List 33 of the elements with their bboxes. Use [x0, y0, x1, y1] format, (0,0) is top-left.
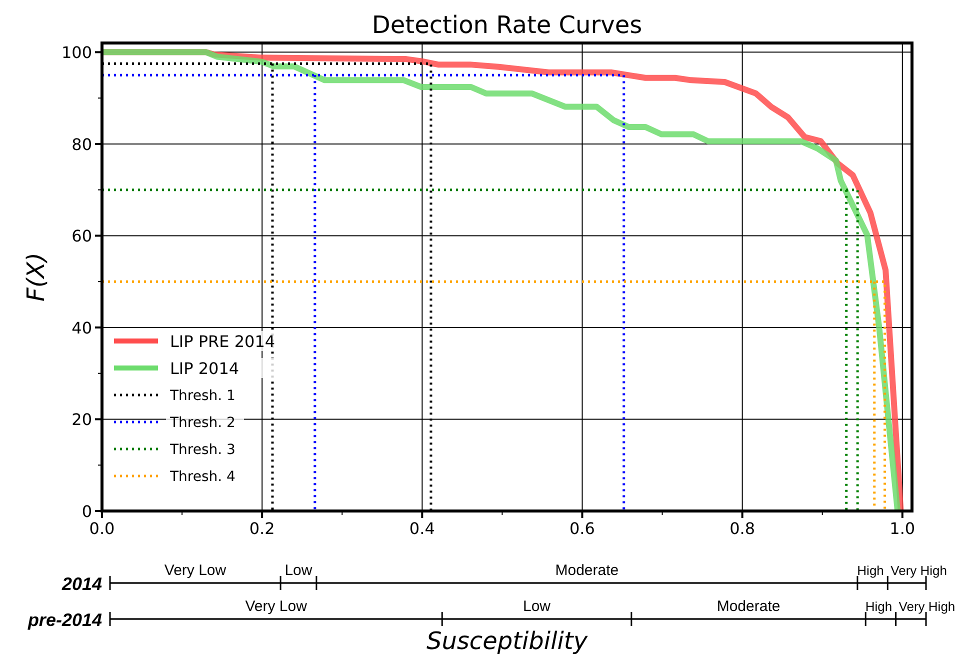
y-axis-title: F(X) [22, 252, 50, 302]
series-label: Very High [898, 599, 956, 614]
legend-label: Thresh. 1 [169, 388, 236, 404]
y-tick-label: 2014 [60, 574, 102, 594]
y-tick-label: 40 [72, 318, 92, 338]
y-tick-label: 80 [72, 134, 92, 154]
legend-label: Thresh. 4 [169, 469, 236, 485]
x-tick-label: 0.4 [409, 519, 435, 538]
series-label: Moderate [716, 598, 780, 615]
x-tick-label: 1.0 [890, 519, 916, 538]
y-tick-label: 20 [72, 410, 92, 430]
x-tick-label: 0.2 [249, 519, 275, 538]
x-axis-title: Susceptibility [426, 627, 588, 655]
series-label: Low [284, 562, 312, 579]
legend-label: LIP PRE 2014 [170, 332, 276, 351]
legend-label: LIP 2014 [170, 359, 240, 378]
series-label: Very Low [164, 562, 226, 579]
chart-title: Detection Rate Curves [372, 11, 642, 39]
series-label: Moderate [555, 562, 619, 579]
y-tick-label: 60 [72, 226, 92, 246]
legend-label: Thresh. 2 [169, 415, 236, 431]
series-label: Very Low [245, 598, 308, 615]
series-label: High [857, 563, 884, 578]
series-label: High [865, 599, 892, 614]
legend-label: Thresh. 3 [169, 442, 236, 458]
y-tick-label: 100 [61, 43, 92, 62]
y-tick-label: 0 [82, 502, 92, 521]
y-tick-label: pre-2014 [26, 610, 102, 630]
x-tick-label: 0.8 [730, 519, 756, 538]
series-label: Low [523, 598, 551, 615]
x-tick-label: 0.0 [89, 519, 115, 538]
x-tick-label: 0.6 [570, 519, 595, 538]
series-label: Very High [890, 563, 948, 578]
